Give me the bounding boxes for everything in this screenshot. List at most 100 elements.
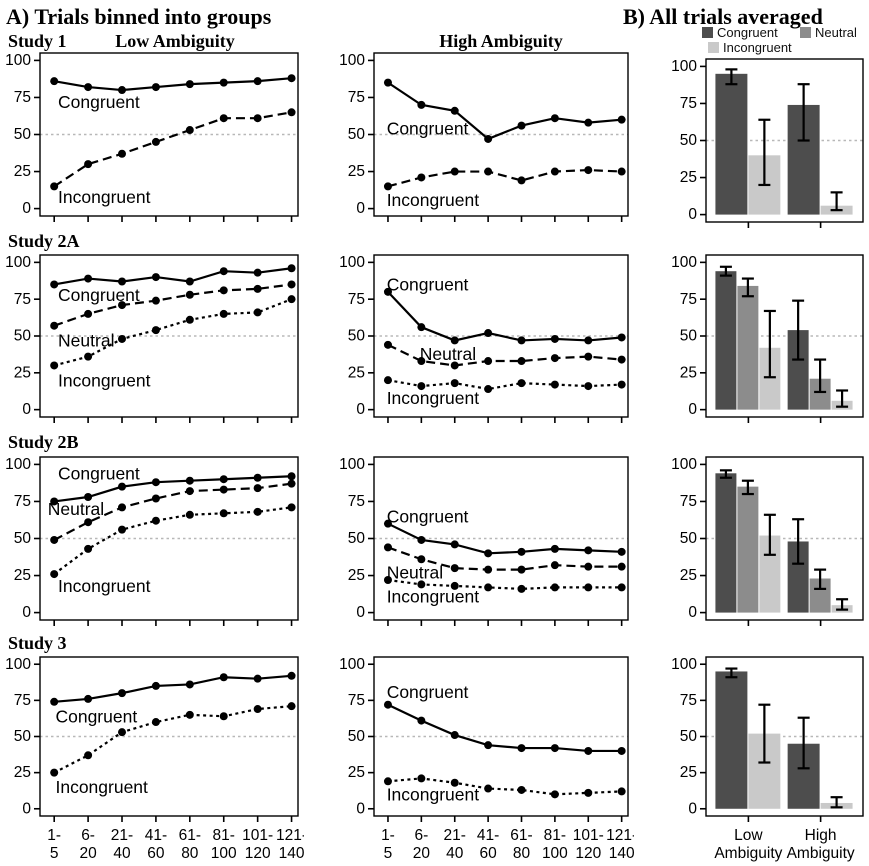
svg-text:0: 0 <box>22 800 31 817</box>
svg-text:50: 50 <box>348 328 366 345</box>
column-header-low-ambiguity: Low Ambiguity <box>115 31 235 51</box>
svg-text:50: 50 <box>680 728 698 745</box>
study-label-3: Study 3 <box>8 633 67 653</box>
svg-text:120: 120 <box>245 845 271 862</box>
svg-text:Incongruent: Incongruent <box>387 586 480 606</box>
svg-text:50: 50 <box>14 328 32 345</box>
incongruent-swatch-icon <box>708 42 719 53</box>
legend-item-neutral: Neutral <box>800 25 857 40</box>
svg-text:50: 50 <box>348 728 366 745</box>
svg-text:75: 75 <box>14 291 31 308</box>
svg-text:50: 50 <box>14 126 32 143</box>
svg-text:75: 75 <box>680 95 697 112</box>
svg-text:100: 100 <box>5 52 31 69</box>
svg-text:100: 100 <box>671 58 697 75</box>
svg-text:60: 60 <box>479 845 497 862</box>
svg-text:50: 50 <box>14 728 32 745</box>
svg-text:Congruent: Congruent <box>387 275 469 295</box>
svg-text:50: 50 <box>680 530 698 547</box>
line-panel-study1-high: 0 25 50 75 100 Congruent Incongruent <box>339 52 629 222</box>
svg-text:75: 75 <box>680 692 697 709</box>
line-panel-study2a-low: 0 25 50 75 100 Congruent Neutral Incongruent <box>5 254 299 423</box>
svg-text:25: 25 <box>348 764 365 781</box>
svg-text:21-: 21- <box>444 827 466 844</box>
line-panel-study3-high: 02550751001-56-2021-4041-6061-8081-10010… <box>339 656 634 862</box>
line-panel-study2b-low: 0 25 50 75 100 Congruent Neutral Incongruent <box>5 456 299 626</box>
svg-text:25: 25 <box>348 567 365 584</box>
svg-text:Incongruent: Incongruent <box>58 187 151 207</box>
svg-text:0: 0 <box>22 604 31 621</box>
svg-text:0: 0 <box>22 401 31 418</box>
svg-text:Neutral: Neutral <box>387 563 443 583</box>
svg-text:5: 5 <box>50 845 59 862</box>
svg-text:25: 25 <box>680 364 697 381</box>
svg-text:Incongruent: Incongruent <box>55 777 148 797</box>
svg-text:0: 0 <box>688 401 697 418</box>
legend-label: Congruent <box>717 25 778 40</box>
svg-text:41-: 41- <box>477 827 499 844</box>
svg-text:Congruent: Congruent <box>58 285 140 305</box>
panel-b-title: B) All trials averaged <box>623 4 823 29</box>
svg-text:Congruent: Congruent <box>387 682 469 702</box>
svg-text:25: 25 <box>680 567 697 584</box>
svg-text:140: 140 <box>279 845 304 862</box>
column-header-high-ambiguity: High Ambiguity <box>439 31 563 51</box>
legend-label: Incongruent <box>723 40 792 55</box>
svg-text:Ambiguity: Ambiguity <box>787 845 855 862</box>
svg-text:25: 25 <box>14 364 31 381</box>
svg-text:0: 0 <box>356 800 365 817</box>
svg-text:21-: 21- <box>111 827 133 844</box>
line-panel-study1-low: 0 25 50 75 100 Congruent Incongruent <box>5 52 299 222</box>
svg-text:Incongruent: Incongruent <box>387 784 480 804</box>
svg-text:20: 20 <box>79 845 97 862</box>
svg-text:121-: 121- <box>606 827 634 844</box>
svg-text:25: 25 <box>680 169 697 186</box>
svg-text:25: 25 <box>14 567 31 584</box>
svg-text:Ambiguity: Ambiguity <box>714 845 782 862</box>
legend-item-congruent: Congruent <box>702 25 778 40</box>
svg-text:75: 75 <box>348 291 365 308</box>
svg-text:40: 40 <box>446 845 464 862</box>
study-label-1: Study 1 <box>8 31 67 51</box>
svg-text:25: 25 <box>348 364 365 381</box>
svg-text:100: 100 <box>339 456 365 473</box>
bar-panel-study2a: 0 25 50 75 100 <box>671 254 864 423</box>
line-panel-study2b-high: 0 25 50 75 100 Congruent Neutral Incongruent <box>339 456 629 626</box>
svg-text:61-: 61- <box>510 827 532 844</box>
svg-text:5: 5 <box>384 845 393 862</box>
svg-text:75: 75 <box>348 692 365 709</box>
svg-text:25: 25 <box>348 163 365 180</box>
svg-text:6-: 6- <box>414 827 428 844</box>
svg-text:100: 100 <box>5 656 31 673</box>
line-panel-study3-low: 02550751001-56-2021-4041-6061-8081-10010… <box>5 656 304 862</box>
svg-text:100: 100 <box>211 845 237 862</box>
svg-text:1-: 1- <box>381 827 395 844</box>
svg-text:50: 50 <box>14 530 32 547</box>
study-label-2b: Study 2B <box>8 432 79 452</box>
svg-text:Neutral: Neutral <box>48 499 104 519</box>
svg-text:Congruent: Congruent <box>55 706 137 726</box>
congruent-swatch-icon <box>702 27 713 38</box>
svg-text:Congruent: Congruent <box>58 92 140 112</box>
svg-text:6-: 6- <box>81 827 95 844</box>
legend-label: Neutral <box>815 25 857 40</box>
svg-text:Congruent: Congruent <box>58 463 140 483</box>
svg-text:100: 100 <box>671 254 697 271</box>
svg-text:121-: 121- <box>276 827 304 844</box>
svg-text:20: 20 <box>413 845 431 862</box>
svg-text:Congruent: Congruent <box>387 506 469 526</box>
svg-text:0: 0 <box>356 200 365 217</box>
svg-text:75: 75 <box>680 291 697 308</box>
svg-text:75: 75 <box>14 89 31 106</box>
neutral-swatch-icon <box>800 27 811 38</box>
svg-text:1-: 1- <box>47 827 61 844</box>
svg-text:Incongruent: Incongruent <box>387 388 480 408</box>
svg-text:100: 100 <box>542 845 568 862</box>
svg-text:101-: 101- <box>573 827 604 844</box>
svg-text:100: 100 <box>671 656 697 673</box>
svg-text:80: 80 <box>513 845 531 862</box>
svg-text:Incongruent: Incongruent <box>58 576 151 596</box>
svg-text:High: High <box>805 827 837 844</box>
svg-text:101-: 101- <box>242 827 273 844</box>
